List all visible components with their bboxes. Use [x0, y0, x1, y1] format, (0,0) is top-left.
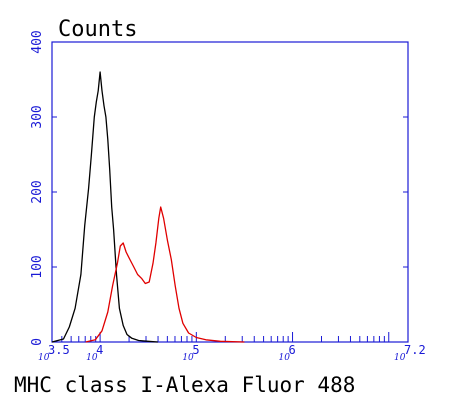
y-tick-label: 0 [30, 338, 45, 346]
x-tick-exponent: 4 [96, 343, 103, 357]
y-tick-label: 400 [30, 30, 45, 53]
x-tick-exponent: 3.5 [48, 343, 70, 357]
plot-frame [51, 41, 409, 343]
x-tick-label: 107.2 [394, 343, 426, 363]
series-layer [51, 71, 245, 343]
x-tick-exponent: 6 [289, 343, 296, 357]
y-tick-label: 200 [30, 180, 45, 203]
x-tick-label: 106 [279, 343, 296, 363]
x-axis-label: MHC class I-Alexa Fluor 488 [14, 373, 355, 397]
x-tick-base: 10 [279, 353, 291, 363]
series-line-2 [85, 206, 245, 343]
x-tick-label: 105 [182, 343, 199, 363]
x-tick-exponent: 5 [192, 343, 199, 357]
y-tick-label: 300 [30, 105, 45, 128]
y-tick-label: 100 [30, 255, 45, 278]
x-tick-base: 10 [38, 353, 50, 363]
series-line-1 [51, 71, 158, 343]
x-tick-exponent: 7.2 [404, 343, 426, 357]
y-axis: 0 100 200 300 400 [30, 30, 408, 346]
x-tick-base: 10 [394, 353, 406, 363]
x-tick-label: 104 [86, 343, 103, 363]
chart-title: Counts [58, 17, 137, 42]
x-tick-base: 10 [86, 353, 98, 363]
x-tick-base: 10 [182, 353, 194, 363]
x-tick-label: 103.5 [38, 343, 70, 363]
